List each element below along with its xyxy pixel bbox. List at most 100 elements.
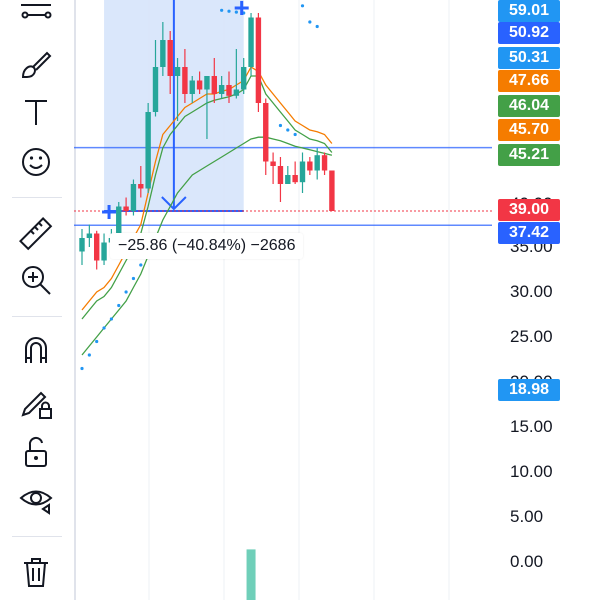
eye-icon xyxy=(19,490,53,515)
psar-dot xyxy=(117,303,121,308)
candle-body xyxy=(152,67,159,112)
candle-body xyxy=(233,89,240,96)
price-axis[interactable]: 35.0030.0025.0020.0015.0010.005.000.0040… xyxy=(492,0,600,600)
visibility-tool[interactable] xyxy=(14,476,58,520)
psar-dot xyxy=(234,10,238,14)
candle-body xyxy=(145,112,151,189)
candle-body xyxy=(241,67,247,90)
candle-body xyxy=(329,170,335,211)
candle-body xyxy=(307,161,313,171)
price-label-badge: 18.98 xyxy=(498,379,560,401)
brush-tool[interactable] xyxy=(14,44,58,88)
magnet-tool[interactable] xyxy=(14,328,58,372)
candle-body xyxy=(86,233,93,238)
remove-drawings-tool[interactable] xyxy=(14,550,58,594)
text-tool[interactable] xyxy=(14,90,58,134)
lock-drawing-icon xyxy=(21,391,52,419)
emoji-icon xyxy=(22,148,50,176)
ruler-icon xyxy=(19,217,53,251)
candle-body xyxy=(226,85,232,96)
psar-dot xyxy=(286,128,290,132)
price-tick-label: 15.00 xyxy=(510,417,553,436)
ruler-tool[interactable] xyxy=(14,212,58,256)
measure-label: −25.86 (−40.84%) −2686 xyxy=(110,233,304,259)
volume-bar xyxy=(246,549,256,600)
psar-dot xyxy=(300,4,305,8)
candle-body xyxy=(182,67,188,94)
lock-drawing-tool[interactable] xyxy=(14,382,58,426)
candle-body xyxy=(211,76,217,94)
candle-body xyxy=(285,175,291,184)
price-chart[interactable] xyxy=(74,0,492,600)
toolbar-separator xyxy=(12,197,62,198)
toolbar-separator xyxy=(12,536,62,537)
psar-dot xyxy=(315,24,319,29)
candle-body xyxy=(314,155,320,171)
trash-icon xyxy=(24,558,48,587)
chart-pane[interactable]: −25.86 (−40.84%) −2686 xyxy=(74,0,492,600)
psar-dot xyxy=(220,8,224,12)
candle-body xyxy=(263,103,269,162)
psar-dot xyxy=(293,132,297,137)
psar-dot xyxy=(308,20,312,24)
emoji-tool[interactable] xyxy=(14,140,58,184)
candle-body xyxy=(167,40,173,76)
candle-body xyxy=(160,40,166,67)
candle-body xyxy=(174,67,181,76)
candle-body xyxy=(321,155,328,171)
price-label-badge: 47.66 xyxy=(498,70,560,92)
brush-icon xyxy=(21,51,52,78)
measure-arrow-head xyxy=(161,196,187,211)
price-label-badge: 45.21 xyxy=(498,144,560,166)
candle-body xyxy=(189,80,195,94)
candle-body xyxy=(130,184,137,211)
candle-body xyxy=(101,242,107,261)
psar-dot xyxy=(139,263,143,267)
zoom-in-tool[interactable] xyxy=(14,258,58,302)
psar-dot xyxy=(109,317,113,321)
text-icon xyxy=(25,100,47,125)
price-tick-label: 10.00 xyxy=(510,462,553,481)
psar-dot xyxy=(95,339,99,344)
trend-line-icon xyxy=(21,4,52,19)
candle-body xyxy=(138,184,144,189)
trend-line-tool[interactable] xyxy=(14,0,58,36)
candle-body xyxy=(218,85,225,94)
candle-body xyxy=(196,80,203,90)
psar-dot xyxy=(87,353,91,357)
candle-body xyxy=(299,161,306,183)
candle-body xyxy=(116,206,122,238)
unlock-tool[interactable] xyxy=(14,430,58,474)
drawing-toolbar xyxy=(0,0,74,600)
candle-body xyxy=(79,238,85,252)
psar-dot xyxy=(80,366,84,371)
unlock-icon xyxy=(25,436,47,467)
candle-body xyxy=(123,206,129,211)
candle-body xyxy=(270,161,276,166)
candle-body xyxy=(292,175,298,183)
zoom-in-icon xyxy=(22,266,51,295)
psar-dot xyxy=(278,123,283,128)
moving-average-slow xyxy=(81,136,333,356)
psar-dot xyxy=(102,326,106,330)
price-label-badge: 50.31 xyxy=(498,47,560,69)
candle-body xyxy=(94,233,100,261)
price-label-badge: 59.01 xyxy=(498,0,560,22)
price-tick-label: 25.00 xyxy=(510,327,553,346)
price-tick-label: 5.00 xyxy=(510,507,544,526)
candle-body xyxy=(277,166,284,184)
candle-body xyxy=(204,76,210,90)
psar-dot xyxy=(124,290,128,294)
psar-dot xyxy=(131,276,136,281)
price-tick-label: 0.00 xyxy=(510,552,544,571)
price-label-badge: 45.70 xyxy=(498,119,560,141)
price-label-badge: 50.92 xyxy=(498,22,560,44)
price-label-badge: 39.00 xyxy=(498,199,560,221)
magnet-icon xyxy=(25,337,47,363)
price-label-badge: 46.04 xyxy=(498,95,560,117)
toolbar-separator xyxy=(12,316,62,317)
price-label-badge: 37.42 xyxy=(498,222,560,244)
candle-body xyxy=(248,17,254,67)
candle-body xyxy=(255,17,262,103)
psar-dot xyxy=(227,9,231,13)
